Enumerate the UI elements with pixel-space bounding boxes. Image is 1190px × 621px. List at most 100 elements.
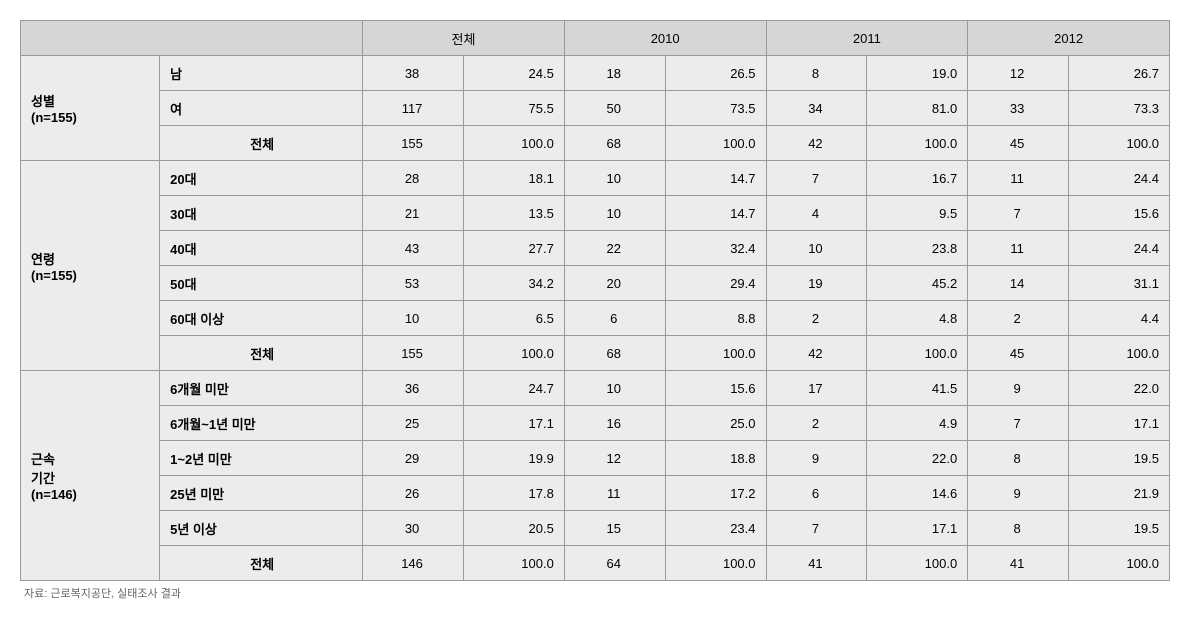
cell-value: 64 <box>564 546 665 581</box>
cell-value: 9 <box>968 371 1069 406</box>
cell-value: 68 <box>564 126 665 161</box>
row-label: 6개월~1년 미만 <box>160 406 363 441</box>
cell-value: 17 <box>766 371 867 406</box>
table-body: 성별(n=155)남3824.51826.5819.01226.7여11775.… <box>21 56 1170 581</box>
cell-value: 24.5 <box>463 56 564 91</box>
table-row: 근속기간(n=146)6개월 미만3624.71015.61741.5922.0 <box>21 371 1170 406</box>
cell-value: 68 <box>564 336 665 371</box>
cell-value: 2 <box>766 301 867 336</box>
table-row: 연령(n=155)20대2818.11014.7716.71124.4 <box>21 161 1170 196</box>
cell-value: 29.4 <box>665 266 766 301</box>
cell-value: 100.0 <box>867 126 968 161</box>
table-row-total: 전체155100.068100.042100.045100.0 <box>21 126 1170 161</box>
cell-value: 155 <box>363 336 464 371</box>
cell-value: 36 <box>363 371 464 406</box>
demographics-table: 전체 2010 2011 2012 성별(n=155)남3824.51826.5… <box>20 20 1170 581</box>
header-2010: 2010 <box>564 21 766 56</box>
cell-value: 42 <box>766 126 867 161</box>
cell-value: 7 <box>766 511 867 546</box>
cell-value: 100.0 <box>1069 126 1170 161</box>
cell-value: 25.0 <box>665 406 766 441</box>
cell-value: 100.0 <box>463 336 564 371</box>
cell-value: 146 <box>363 546 464 581</box>
header-blank <box>21 21 363 56</box>
cell-value: 6 <box>564 301 665 336</box>
cell-value: 155 <box>363 126 464 161</box>
cell-value: 9 <box>968 476 1069 511</box>
cell-value: 45 <box>968 336 1069 371</box>
cell-value: 73.5 <box>665 91 766 126</box>
cell-value: 8 <box>766 56 867 91</box>
cell-value: 18.1 <box>463 161 564 196</box>
cell-value: 26 <box>363 476 464 511</box>
cell-value: 23.8 <box>867 231 968 266</box>
cell-value: 14 <box>968 266 1069 301</box>
cell-value: 42 <box>766 336 867 371</box>
cell-value: 100.0 <box>867 336 968 371</box>
table-row: 성별(n=155)남3824.51826.5819.01226.7 <box>21 56 1170 91</box>
group-header: 근속기간(n=146) <box>21 371 160 581</box>
cell-value: 73.3 <box>1069 91 1170 126</box>
cell-value: 81.0 <box>867 91 968 126</box>
cell-value: 14.6 <box>867 476 968 511</box>
row-label: 6개월 미만 <box>160 371 363 406</box>
row-label: 40대 <box>160 231 363 266</box>
cell-value: 14.7 <box>665 161 766 196</box>
row-label: 20대 <box>160 161 363 196</box>
table-row: 50대5334.22029.41945.21431.1 <box>21 266 1170 301</box>
cell-value: 12 <box>564 441 665 476</box>
cell-value: 10 <box>564 371 665 406</box>
cell-value: 23.4 <box>665 511 766 546</box>
cell-value: 17.1 <box>867 511 968 546</box>
cell-value: 45 <box>968 126 1069 161</box>
cell-value: 10 <box>363 301 464 336</box>
group-header: 성별(n=155) <box>21 56 160 161</box>
cell-value: 100.0 <box>665 546 766 581</box>
table-row: 30대2113.51014.749.5715.6 <box>21 196 1170 231</box>
cell-value: 45.2 <box>867 266 968 301</box>
cell-value: 10 <box>564 196 665 231</box>
cell-value: 15.6 <box>665 371 766 406</box>
cell-value: 117 <box>363 91 464 126</box>
cell-value: 19.9 <box>463 441 564 476</box>
cell-value: 7 <box>968 196 1069 231</box>
cell-value: 100.0 <box>463 126 564 161</box>
cell-value: 24.4 <box>1069 161 1170 196</box>
cell-value: 7 <box>766 161 867 196</box>
cell-value: 10 <box>766 231 867 266</box>
cell-value: 18.8 <box>665 441 766 476</box>
cell-value: 43 <box>363 231 464 266</box>
table-row-total: 전체146100.064100.041100.041100.0 <box>21 546 1170 581</box>
cell-value: 22.0 <box>867 441 968 476</box>
cell-value: 38 <box>363 56 464 91</box>
cell-value: 24.7 <box>463 371 564 406</box>
header-total: 전체 <box>363 21 565 56</box>
cell-value: 22.0 <box>1069 371 1170 406</box>
cell-value: 4.4 <box>1069 301 1170 336</box>
cell-value: 20 <box>564 266 665 301</box>
cell-value: 25 <box>363 406 464 441</box>
cell-value: 32.4 <box>665 231 766 266</box>
cell-value: 9.5 <box>867 196 968 231</box>
cell-value: 4.9 <box>867 406 968 441</box>
table-row: 1~2년 미만2919.91218.8922.0819.5 <box>21 441 1170 476</box>
cell-value: 53 <box>363 266 464 301</box>
cell-value: 33 <box>968 91 1069 126</box>
cell-value: 19.5 <box>1069 511 1170 546</box>
row-label: 30대 <box>160 196 363 231</box>
cell-value: 15.6 <box>1069 196 1170 231</box>
cell-value: 17.1 <box>463 406 564 441</box>
cell-value: 30 <box>363 511 464 546</box>
cell-value: 100.0 <box>1069 546 1170 581</box>
cell-value: 17.2 <box>665 476 766 511</box>
table-row: 5년 이상3020.51523.4717.1819.5 <box>21 511 1170 546</box>
cell-value: 28 <box>363 161 464 196</box>
cell-value: 12 <box>968 56 1069 91</box>
cell-value: 4.8 <box>867 301 968 336</box>
cell-value: 22 <box>564 231 665 266</box>
cell-value: 21 <box>363 196 464 231</box>
row-label-total: 전체 <box>160 126 363 161</box>
cell-value: 31.1 <box>1069 266 1170 301</box>
row-label: 25년 미만 <box>160 476 363 511</box>
table-row: 60대 이상106.568.824.824.4 <box>21 301 1170 336</box>
